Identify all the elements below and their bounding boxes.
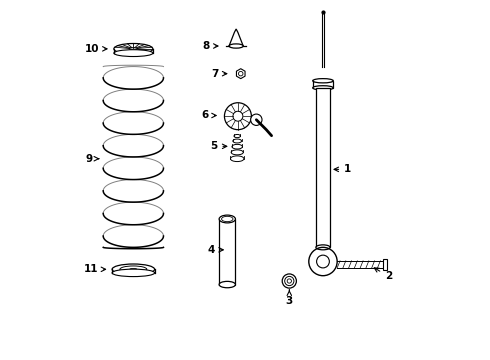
Bar <box>316 88 330 247</box>
Ellipse shape <box>313 78 333 83</box>
Circle shape <box>282 274 296 288</box>
Text: 5: 5 <box>210 141 227 151</box>
Ellipse shape <box>316 245 330 250</box>
Circle shape <box>251 114 262 125</box>
Ellipse shape <box>234 134 241 138</box>
Ellipse shape <box>219 215 235 223</box>
Text: 9: 9 <box>85 154 98 164</box>
Text: 3: 3 <box>286 290 293 306</box>
Text: 11: 11 <box>84 264 105 274</box>
Bar <box>313 81 333 88</box>
Ellipse shape <box>231 150 243 155</box>
Ellipse shape <box>313 86 333 90</box>
Bar <box>219 219 235 284</box>
Ellipse shape <box>114 44 153 54</box>
Text: 7: 7 <box>211 69 227 79</box>
Ellipse shape <box>230 156 244 162</box>
Text: 10: 10 <box>85 44 107 54</box>
Ellipse shape <box>232 144 243 149</box>
Polygon shape <box>237 69 245 78</box>
Text: 1: 1 <box>334 165 351 174</box>
Circle shape <box>224 103 251 130</box>
Ellipse shape <box>112 269 155 276</box>
Bar <box>383 259 387 270</box>
Text: 2: 2 <box>374 268 392 282</box>
Text: 4: 4 <box>208 245 223 255</box>
Polygon shape <box>229 29 243 46</box>
Text: 8: 8 <box>202 41 218 51</box>
Ellipse shape <box>219 282 235 288</box>
Ellipse shape <box>112 264 155 275</box>
Text: 6: 6 <box>202 111 216 121</box>
Ellipse shape <box>229 44 243 48</box>
Ellipse shape <box>233 139 242 143</box>
Ellipse shape <box>114 50 153 57</box>
